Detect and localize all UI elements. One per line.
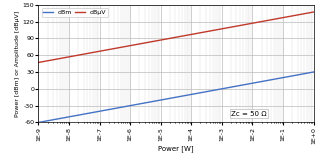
Y-axis label: Power [dBm] or Amplitude [dBµV]: Power [dBm] or Amplitude [dBµV] (15, 11, 20, 117)
dBm (148, 101, 152, 103)
Line: dBm: dBm (38, 72, 314, 122)
Line: dBµV: dBµV (38, 12, 314, 62)
dBµV (312, 11, 316, 13)
dBm (65, 116, 68, 118)
dBµV (251, 22, 255, 24)
Text: Zc = 50 Ω: Zc = 50 Ω (231, 111, 267, 116)
dBm (158, 99, 162, 101)
dBµV (36, 62, 40, 63)
dBm (312, 71, 316, 73)
dBm (36, 122, 40, 123)
dBm (226, 87, 229, 89)
dBµV (226, 27, 229, 29)
Legend: dBm, dBµV: dBm, dBµV (42, 8, 108, 17)
dBµV (65, 56, 68, 58)
dBm (251, 82, 255, 84)
X-axis label: Power [W]: Power [W] (158, 145, 194, 152)
dBµV (158, 39, 162, 41)
dBm (256, 81, 260, 83)
dBµV (148, 41, 152, 43)
dBµV (256, 21, 260, 23)
